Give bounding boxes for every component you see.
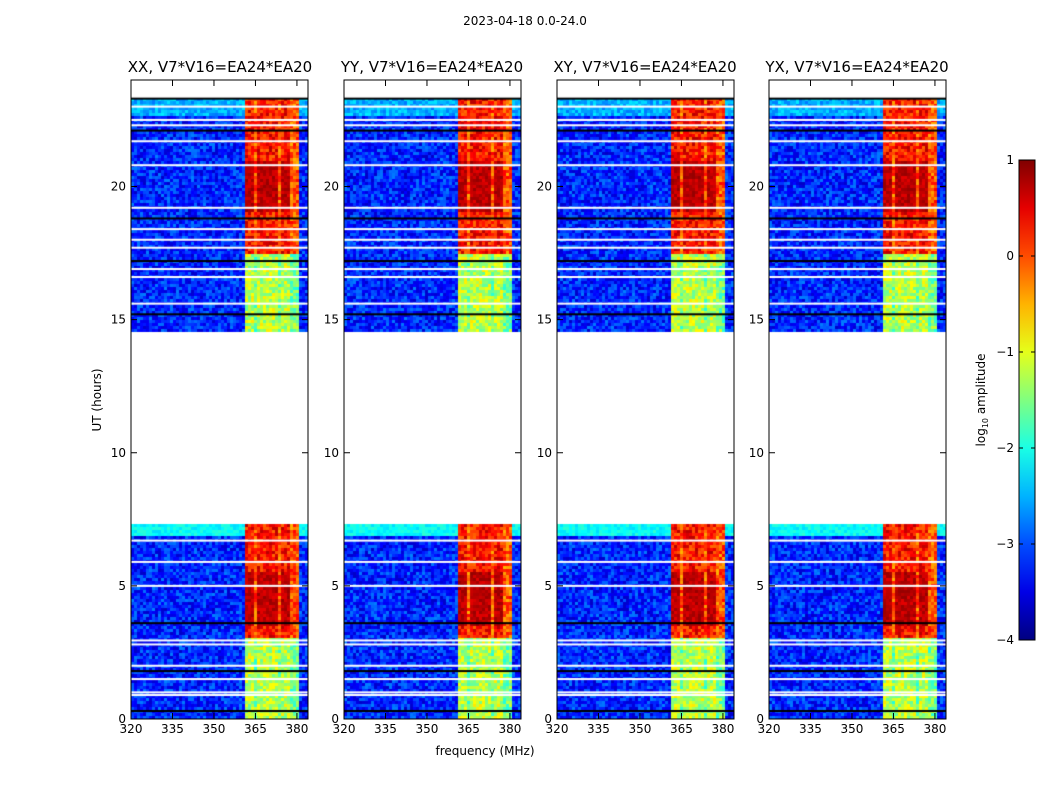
colorbar-tick-label: −2	[996, 441, 1014, 455]
x-tick-label: 350	[416, 722, 439, 736]
y-tick-label: 20	[749, 180, 764, 194]
colorbar-tick-label: 0	[1006, 249, 1014, 263]
plot-frame	[130, 79, 309, 720]
plot-frame	[343, 79, 522, 720]
x-tick-label: 335	[374, 722, 397, 736]
x-axis-label: frequency (MHz)	[435, 744, 535, 758]
y-tick-label: 5	[331, 579, 339, 593]
figure-title: 2023-04-18 0.0-24.0	[463, 14, 587, 28]
panel-title-xx: XX, V7*V16=EA24*EA20	[127, 58, 313, 76]
panel-title-yx: YX, V7*V16=EA24*EA20	[765, 58, 949, 76]
x-tick-label: 335	[587, 722, 610, 736]
x-tick-label: 320	[758, 722, 781, 736]
y-tick-label: 10	[324, 446, 339, 460]
heatmap-image-xx	[131, 80, 308, 719]
panel-xy: 320 335 350 365 380 0 5 10 15 20	[537, 79, 735, 736]
y-tick-label: 15	[749, 313, 764, 327]
heatmap-image-yx	[769, 80, 946, 719]
x-tick-label: 365	[882, 722, 905, 736]
panel-title-yy: YY, V7*V16=EA24*EA20	[340, 58, 524, 76]
x-tick-label: 335	[799, 722, 822, 736]
panel-yx: 320 335 350 365 380 0 5 10 15 20	[749, 79, 947, 736]
x-tick-label: 320	[333, 722, 356, 736]
plot-frame	[556, 79, 735, 720]
y-tick-label: 20	[324, 180, 339, 194]
colorbar-tick-label: −3	[996, 537, 1014, 551]
x-tick-label: 365	[670, 722, 693, 736]
colorbar-tick-label: 1	[1006, 153, 1014, 167]
y-tick-label: 10	[537, 446, 552, 460]
x-tick-label: 380	[498, 722, 521, 736]
colorbar-tick-label: −1	[996, 345, 1014, 359]
y-tick-label: 10	[749, 446, 764, 460]
plot-frame	[768, 79, 947, 720]
y-tick-label: 0	[331, 712, 339, 726]
y-tick-label: 0	[544, 712, 552, 726]
y-tick-label: 15	[537, 313, 552, 327]
y-tick-label: 0	[756, 712, 764, 726]
y-tick-label: 20	[537, 180, 552, 194]
x-tick-label: 350	[629, 722, 652, 736]
panel-yy: 320 335 350 365 380 0 5 10 15 20	[324, 79, 522, 736]
x-tick-label: 320	[120, 722, 143, 736]
x-tick-label: 335	[161, 722, 184, 736]
y-tick-label: 20	[111, 180, 126, 194]
heatmap-image-yy	[344, 80, 521, 719]
panel-title-xy: XY, V7*V16=EA24*EA20	[553, 58, 737, 76]
x-tick-label: 380	[285, 722, 308, 736]
y-tick-label: 5	[118, 579, 126, 593]
colorbar-gradient	[1018, 159, 1036, 641]
y-tick-label: 10	[111, 446, 126, 460]
y-tick-label: 5	[544, 579, 552, 593]
y-tick-label: 5	[756, 579, 764, 593]
x-tick-label: 380	[711, 722, 734, 736]
x-tick-label: 365	[457, 722, 480, 736]
x-tick-label: 365	[244, 722, 267, 736]
panel-xx: 320 335 350 365 380 0 5 10 15 20	[111, 79, 309, 736]
colorbar: −4 −3 −2 −1 0 1	[996, 153, 1036, 647]
y-tick-label: 15	[111, 313, 126, 327]
x-tick-label: 350	[841, 722, 864, 736]
heatmap-image-xy	[557, 80, 734, 719]
y-tick-label: 15	[324, 313, 339, 327]
x-tick-label: 380	[923, 722, 946, 736]
y-tick-label: 0	[118, 712, 126, 726]
x-tick-label: 320	[546, 722, 569, 736]
colorbar-tick-label: −4	[996, 633, 1014, 647]
x-tick-label: 350	[203, 722, 226, 736]
